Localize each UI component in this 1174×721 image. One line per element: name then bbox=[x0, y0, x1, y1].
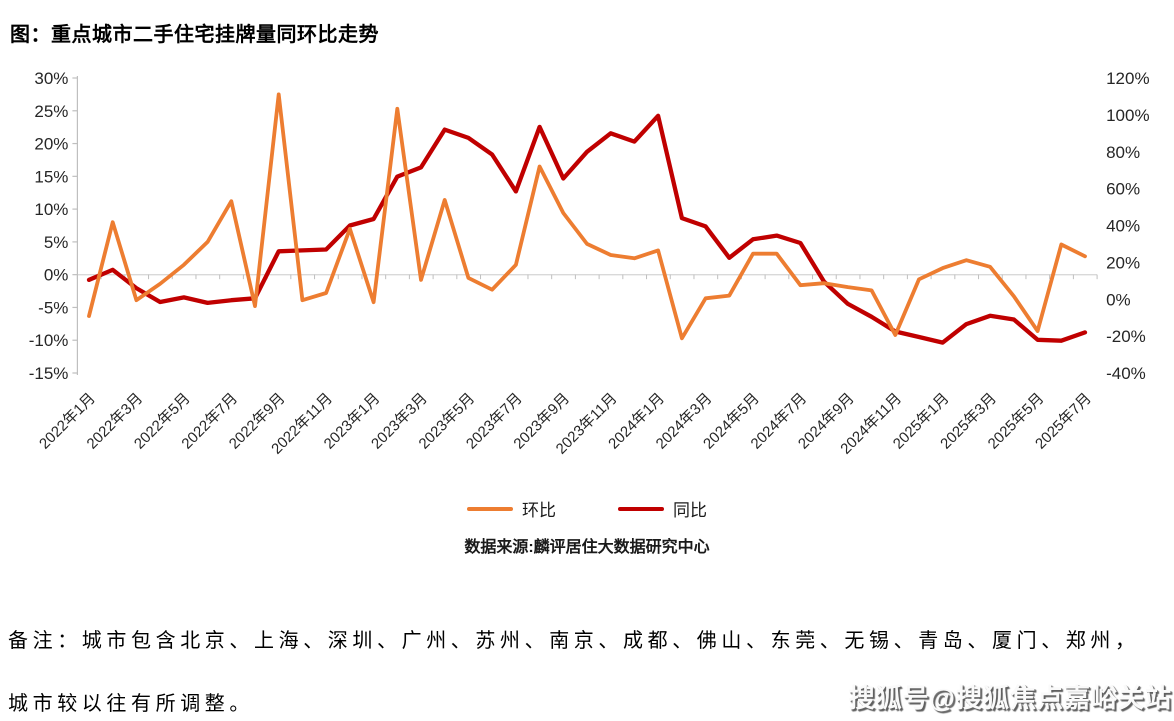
right-axis-tick-label: 120% bbox=[1106, 69, 1149, 88]
legend-label-mom: 环比 bbox=[522, 501, 556, 520]
chart-title: 图：重点城市二手住宅挂牌量同环比走势 bbox=[10, 24, 379, 46]
note-line-1: 备注：城市包含北京、上海、深圳、广州、苏州、南京、成都、佛山、东莞、无锡、青岛、… bbox=[8, 628, 1140, 652]
line-chart: 30% 25% 20% 15% 10% 5% 0% -5% -10% -15% 120% 100% 80… bbox=[29, 69, 1150, 458]
right-axis-tick-label: 80% bbox=[1106, 143, 1140, 162]
left-axis-tick-label: -10% bbox=[29, 331, 69, 350]
left-axis-tick-label: 0% bbox=[44, 266, 69, 285]
left-axis-tick-label: 15% bbox=[34, 167, 68, 186]
legend-item-mom: 环比 bbox=[467, 496, 556, 521]
right-axis-tick-label: 60% bbox=[1106, 180, 1140, 199]
mom-line-swatch bbox=[467, 506, 513, 511]
yoy-line-swatch bbox=[618, 506, 664, 511]
left-axis-tick-label: 25% bbox=[34, 102, 68, 121]
chart-legend: 环比 同比 bbox=[0, 496, 1174, 521]
right-axis-tick-label: -20% bbox=[1106, 327, 1146, 346]
left-axis-tick-label: 20% bbox=[34, 135, 68, 154]
right-axis-tick-label: 40% bbox=[1106, 217, 1140, 236]
right-axis-tick-label: -40% bbox=[1106, 364, 1146, 383]
right-axis-tick-label: 0% bbox=[1106, 290, 1131, 309]
left-axis-tick-label: -15% bbox=[29, 364, 69, 383]
right-axis-tick-label: 100% bbox=[1106, 106, 1149, 125]
left-axis-tick-label: 5% bbox=[44, 233, 69, 252]
left-axis-tick-label: 30% bbox=[34, 69, 68, 88]
right-axis-tick-label: 20% bbox=[1106, 253, 1140, 272]
legend-item-yoy: 同比 bbox=[618, 496, 707, 521]
left-axis-tick-label: -5% bbox=[38, 298, 68, 317]
note-line-2: 城市较以往有所调整。 bbox=[8, 691, 254, 715]
left-axis-tick-label: 10% bbox=[34, 200, 68, 219]
watermark: 搜狐号@搜狐焦点嘉峪关站 bbox=[848, 683, 1172, 713]
data-source-caption: 数据来源:麟评居住大数据研究中心 bbox=[464, 539, 710, 556]
legend-label-yoy: 同比 bbox=[673, 501, 707, 520]
mom-series-line bbox=[87, 92, 1087, 341]
